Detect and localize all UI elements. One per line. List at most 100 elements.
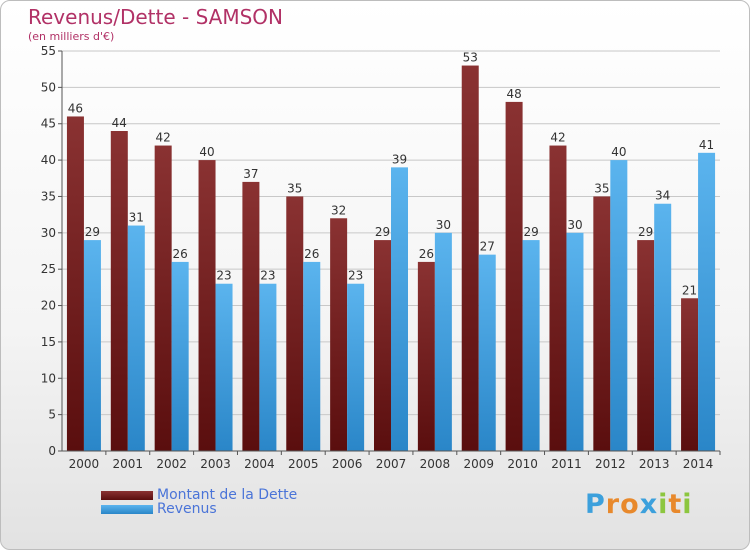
logo-letter: t xyxy=(668,489,683,520)
x-tick-label: 2006 xyxy=(332,457,363,471)
debt-bar xyxy=(637,240,655,451)
revenue-data-label: 40 xyxy=(611,145,626,159)
revenue-bar xyxy=(83,240,101,451)
x-tick-label: 2011 xyxy=(551,457,582,471)
revenue-bar xyxy=(215,283,233,451)
legend-label-revenue: Revenus xyxy=(157,501,217,517)
debt-bar xyxy=(681,298,699,451)
proxiti-logo: Proxiti xyxy=(585,489,693,520)
x-tick-label: 2005 xyxy=(288,457,319,471)
y-tick-label: 50 xyxy=(41,80,56,94)
revenue-bar xyxy=(566,232,584,451)
y-tick-label: 45 xyxy=(41,117,56,131)
axes: 0 5 10 15 20 25 30 35 40 45 50 55 2000 2001 2002 2003 20… xyxy=(41,44,721,471)
legend-label-debt: Montant de la Dette xyxy=(157,487,298,503)
revenue-bar xyxy=(259,283,277,451)
revenue-data-label: 23 xyxy=(216,269,231,283)
revenue-data-label: 30 xyxy=(436,218,451,232)
legend-item-revenue: Revenus xyxy=(101,501,217,517)
x-tick-label: 2004 xyxy=(244,457,275,471)
y-tick-label: 40 xyxy=(41,153,56,167)
revenue-data-label: 41 xyxy=(699,138,714,152)
revenue-data-label: 31 xyxy=(129,211,144,225)
bars: 46 29 44 31 42 26 40 23 37 23 35 26 32 23 29 39 26 30 53 27… xyxy=(66,51,716,452)
x-tick-label: 2007 xyxy=(376,457,407,471)
x-tick-label: 2009 xyxy=(463,457,494,471)
x-tick-label: 2010 xyxy=(507,457,538,471)
y-tick-label: 5 xyxy=(48,408,56,422)
logo-letter: o xyxy=(620,489,640,520)
logo-letter: x xyxy=(639,489,659,520)
revenue-bar xyxy=(610,160,628,451)
chart-title: Revenus/Dette - SAMSON xyxy=(28,5,283,29)
y-tick-label: 20 xyxy=(41,299,56,313)
debt-data-label: 29 xyxy=(375,225,390,239)
debt-data-label: 26 xyxy=(419,247,434,261)
x-tick-label: 2013 xyxy=(639,457,670,471)
x-tick-label: 2008 xyxy=(420,457,451,471)
debt-bar xyxy=(242,181,260,451)
x-tick-label: 2003 xyxy=(200,457,231,471)
revenue-data-label: 23 xyxy=(260,269,275,283)
legend-swatch-revenue xyxy=(101,504,153,514)
logo-letter: P xyxy=(585,489,606,520)
debt-data-label: 42 xyxy=(550,131,565,145)
debt-bar xyxy=(417,261,435,451)
debt-data-label: 53 xyxy=(463,51,478,65)
logo-letter: r xyxy=(605,489,621,520)
logo-letter: i xyxy=(658,489,669,520)
debt-bar xyxy=(198,160,216,451)
debt-bar xyxy=(593,196,611,451)
debt-bar xyxy=(110,131,128,451)
revenue-data-label: 26 xyxy=(173,247,188,261)
x-tick-label: 2001 xyxy=(113,457,144,471)
x-tick-label: 2012 xyxy=(595,457,626,471)
x-tick-label: 2000 xyxy=(69,457,100,471)
debt-bar xyxy=(66,116,84,452)
debt-bar xyxy=(461,65,479,451)
debt-data-label: 42 xyxy=(156,131,171,145)
y-tick-label: 30 xyxy=(41,226,56,240)
debt-data-label: 35 xyxy=(287,181,302,195)
debt-bar xyxy=(154,145,172,451)
debt-bar xyxy=(330,218,348,451)
debt-data-label: 46 xyxy=(68,101,83,115)
x-tick-label: 2014 xyxy=(683,457,714,471)
legend-swatch-debt xyxy=(101,490,153,500)
revenue-data-label: 30 xyxy=(567,218,582,232)
revenue-data-label: 29 xyxy=(85,225,100,239)
y-tick-label: 35 xyxy=(41,189,56,203)
debt-bar xyxy=(549,145,567,451)
revenue-bar xyxy=(347,283,365,451)
revenue-bar xyxy=(478,254,496,451)
debt-data-label: 37 xyxy=(243,167,258,181)
revenue-bar xyxy=(303,261,321,451)
debt-data-label: 44 xyxy=(112,116,127,130)
logo-letter: i xyxy=(682,489,693,520)
debt-bar xyxy=(374,240,391,451)
revenue-data-label: 26 xyxy=(304,247,319,261)
revenue-bar xyxy=(522,240,540,451)
debt-data-label: 48 xyxy=(506,87,521,101)
debt-data-label: 35 xyxy=(594,181,609,195)
revenue-data-label: 27 xyxy=(480,240,495,254)
chart-subtitle: (en milliers d'€) xyxy=(28,30,115,43)
revenue-bar xyxy=(127,225,145,451)
revenue-data-label: 34 xyxy=(655,189,670,203)
revenue-bar xyxy=(391,167,408,451)
x-tick-label: 2002 xyxy=(156,457,187,471)
debt-bar xyxy=(286,196,304,451)
debt-data-label: 21 xyxy=(682,283,697,297)
debt-data-label: 32 xyxy=(331,203,346,217)
revenue-bar xyxy=(698,152,716,451)
debt-data-label: 29 xyxy=(638,225,653,239)
y-tick-label: 10 xyxy=(41,371,56,385)
y-tick-label: 25 xyxy=(41,262,56,276)
revenue-data-label: 23 xyxy=(348,269,363,283)
y-tick-label: 55 xyxy=(41,44,56,58)
y-tick-label: 15 xyxy=(41,335,56,349)
debt-data-label: 40 xyxy=(199,145,214,159)
revenue-data-label: 39 xyxy=(392,152,407,166)
